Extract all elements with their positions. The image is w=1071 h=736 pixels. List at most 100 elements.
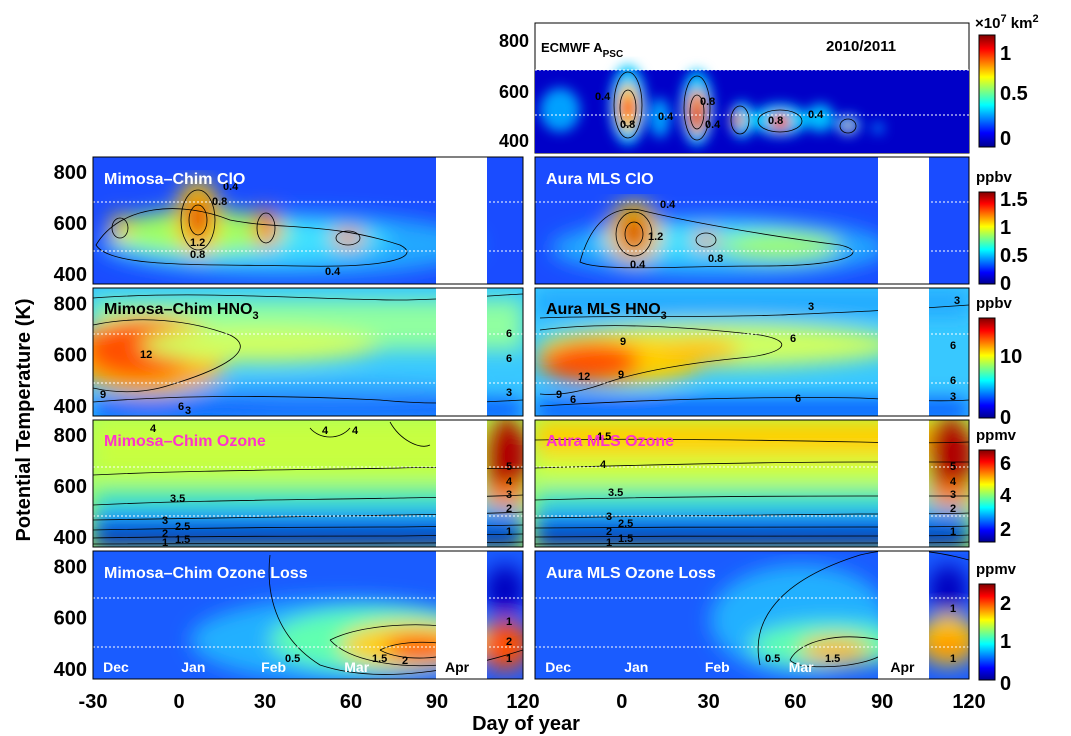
contour-label: 0.8 <box>768 115 783 127</box>
contour-label: 5 <box>506 461 512 473</box>
month-label: Mar <box>344 659 369 675</box>
contour-label: 9 <box>620 336 626 348</box>
contour-label: 3.5 <box>608 487 623 499</box>
panel-clo-mls: 0.4 1.2 0.8 0.4 <box>535 157 969 284</box>
contour-label: 0.4 <box>808 109 824 121</box>
row-hno3: 12 9 6 3 6 6 3 Mimosa–Chim HNO3 <box>92 287 970 417</box>
panel-title-ozone-model: Mimosa–Chim Ozone <box>104 433 266 450</box>
y-tick-label: 400 <box>499 131 529 151</box>
contour-label: 6 <box>570 394 576 406</box>
colorbar-apsc: ×107 km2 0 0.5 1 <box>975 13 1039 150</box>
y-tick-label: 600 <box>54 608 87 630</box>
y-tick-label: 600 <box>499 82 529 102</box>
contour-label: 1.5 <box>372 653 387 665</box>
row-clo: 0.4 0.8 1.2 0.8 0.4 Mimosa–Chim ClO <box>92 156 970 285</box>
contour-label: 12 <box>140 349 152 361</box>
contour-label: 0.4 <box>630 259 646 271</box>
contour-label: 6 <box>178 401 184 413</box>
contour-label: 1 <box>506 526 512 538</box>
colorbar-tick: 6 <box>1000 453 1011 475</box>
contour-label: 9 <box>556 389 562 401</box>
panel-ozone-model: 4 4 4 3.5 3 2.5 2 1.5 1 5 4 3 2 1 <box>93 420 523 547</box>
contour-label: 4 <box>322 425 329 437</box>
contour-label: 12 <box>578 371 590 383</box>
x-tick-label: 0 <box>173 691 184 713</box>
x-tick-label: 0 <box>616 691 627 713</box>
contour-label: 1.5 <box>175 534 190 546</box>
contour-label: 4 <box>600 459 607 471</box>
colorbar-tick: 2 <box>1000 519 1011 541</box>
panel-hno3-mls: 3 9 6 12 9 9 6 6 6 6 3 3 <box>535 288 969 416</box>
contour-label: 3 <box>185 405 191 417</box>
month-label: Jan <box>624 659 648 675</box>
colorbar-unit: ppbv <box>976 169 1012 186</box>
contour-label: 2 <box>506 503 512 515</box>
contour-label: 1 <box>506 653 512 665</box>
contour-label: 4 <box>506 476 513 488</box>
contour-label: 2 <box>402 655 408 667</box>
panel-title-ozone-loss-mls: Aura MLS Ozone Loss <box>546 565 716 582</box>
contour-label: 3 <box>162 515 168 527</box>
month-label: Dec <box>103 659 129 675</box>
x-tick-label: 90 <box>871 691 893 713</box>
colorbar-tick: 0 <box>1000 407 1011 429</box>
contour-label: 0.4 <box>658 111 674 123</box>
contour-label: 6 <box>506 353 512 365</box>
y-tick-label: 600 <box>54 476 87 498</box>
contour-label: 2 <box>506 636 512 648</box>
contour-label: 4 <box>950 476 957 488</box>
colorbars: ppbv 0 0.5 1 1.5 ppbv 0 10 ppmv 2 4 6 pp… <box>976 169 1028 695</box>
contour-label: 4 <box>150 423 157 435</box>
y-tick-label: 600 <box>54 213 87 235</box>
y-axis-label: Potential Temperature (K) <box>13 299 35 542</box>
colorbar-unit: ppbv <box>976 295 1012 312</box>
contour-label: 0.5 <box>765 653 780 665</box>
contour-label: 0.4 <box>325 266 341 278</box>
contour-label: 3 <box>506 489 512 501</box>
y-tick-labels: 400 600 800 400 600 800 400 600 800 400 600 800 <box>54 162 87 681</box>
contour-label: 6 <box>950 375 956 387</box>
panel-ozone-loss-mls: 0.5 1.5 1 1 <box>535 551 969 679</box>
x-tick-labels: -30 0 30 60 90 120 0 30 60 90 120 <box>79 691 986 713</box>
y-tick-label: 400 <box>54 659 87 681</box>
apsc-season: 2010/2011 <box>826 38 896 55</box>
contour-label: 4.5 <box>596 431 611 443</box>
contour-label: 0.4 <box>223 181 239 193</box>
y-tick-label: 800 <box>54 425 87 447</box>
colorbar-tick: 1.5 <box>1000 189 1028 211</box>
contour-label: 4 <box>352 425 359 437</box>
contour-label: 3 <box>606 511 612 523</box>
contour-label: 2 <box>606 526 612 538</box>
contour-label: 1.5 <box>825 653 840 665</box>
contour-label: 0.4 <box>705 119 721 131</box>
y-tick-label: 800 <box>54 293 87 315</box>
contour-label: 3 <box>954 295 960 307</box>
y-tick-label: 400 <box>54 396 87 418</box>
contour-label: 6 <box>950 340 956 352</box>
month-label: Jan <box>181 659 205 675</box>
x-tick-label: 60 <box>340 691 362 713</box>
colorbar-tick: 0 <box>1000 273 1011 295</box>
contour-label: 3 <box>808 301 814 313</box>
month-label: Apr <box>890 659 915 675</box>
contour-label: 6 <box>790 333 796 345</box>
colorbar-ozone <box>978 449 996 543</box>
contour-label: 2.5 <box>175 521 190 533</box>
colorbar-tick: 4 <box>1000 485 1012 507</box>
contour-label: 0.4 <box>595 91 611 103</box>
x-tick-label: 30 <box>254 691 276 713</box>
y-tick-label: 800 <box>499 31 529 51</box>
contour-label: 1.5 <box>618 533 633 545</box>
month-label: Apr <box>445 659 470 675</box>
row-ozone: 4 4 4 3.5 3 2.5 2 1.5 1 5 4 3 2 1 <box>92 419 970 548</box>
contour-label: 0.8 <box>190 249 205 261</box>
contour-label: 2 <box>950 503 956 515</box>
x-tick-label: -30 <box>79 691 108 713</box>
y-tick-label: 400 <box>54 264 87 286</box>
apsc-contour-labels: 0.4 0.8 0.4 0.8 0.4 0.8 0.4 <box>595 91 824 131</box>
x-axis-label: Day of year <box>472 713 580 735</box>
contour-label: 2 <box>162 528 168 540</box>
contour-label: 0.8 <box>700 96 715 108</box>
